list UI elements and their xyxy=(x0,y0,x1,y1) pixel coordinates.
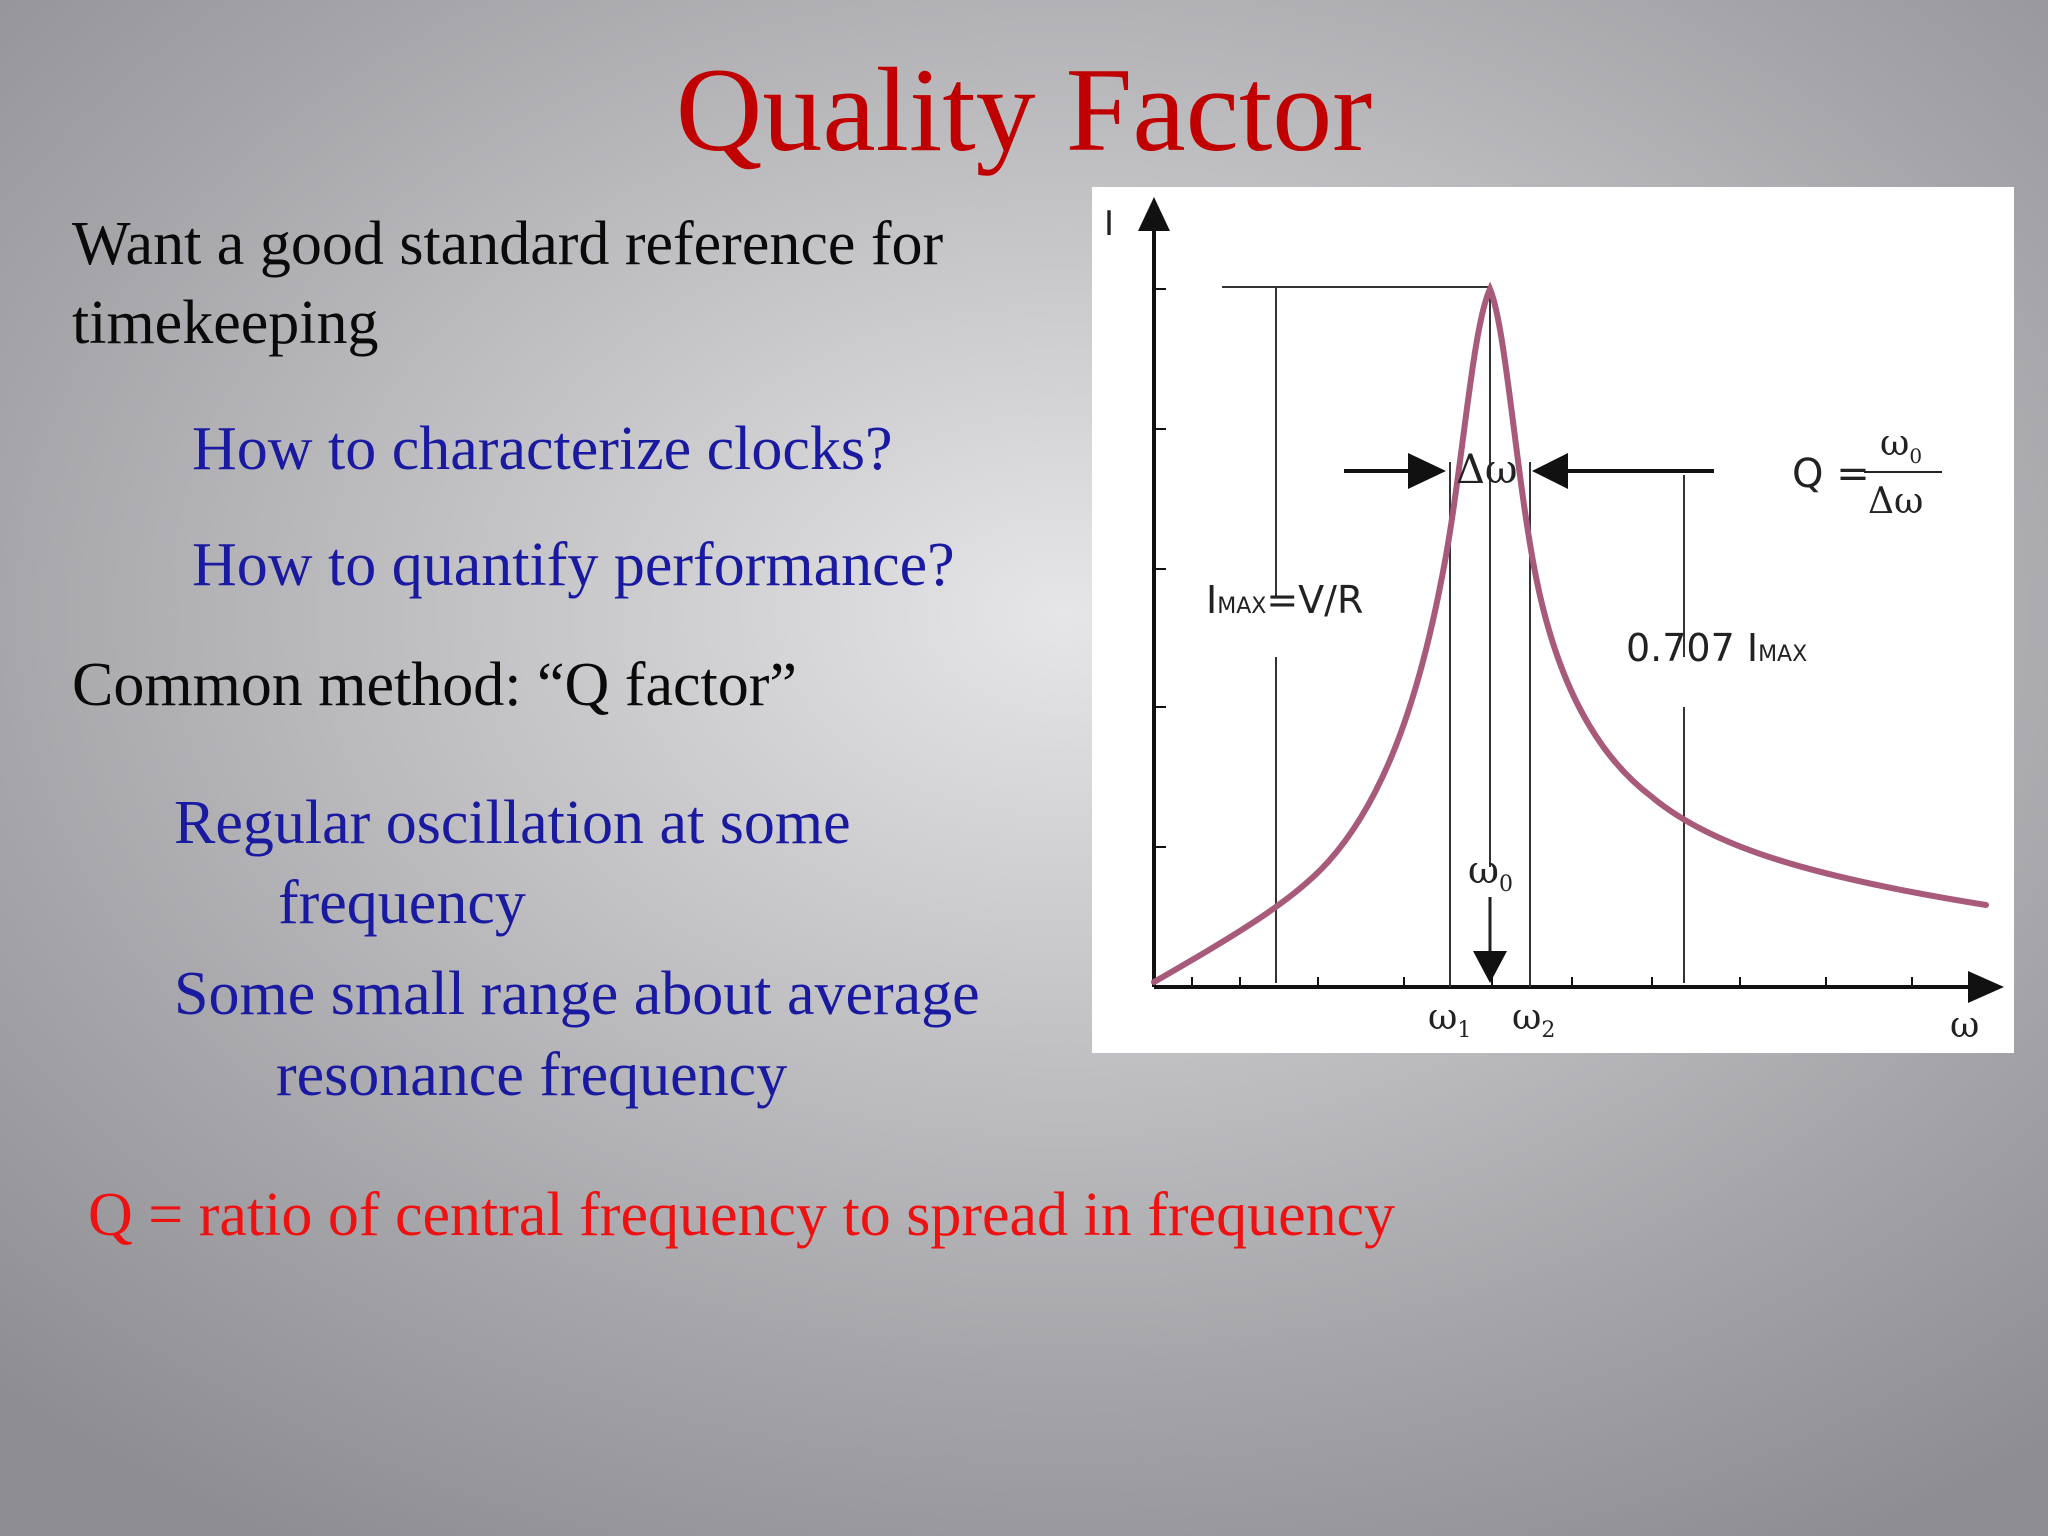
q-definition: Q = ratio of central frequency to spread… xyxy=(88,1181,1396,1249)
y-axis-label: I xyxy=(1104,204,1114,244)
question-characterize: How to characterize clocks? xyxy=(192,415,893,483)
omega0-label: ω0 xyxy=(1468,848,1513,897)
omega1-label: ω1 xyxy=(1428,997,1471,1043)
bullet-small-range-2: resonance frequency xyxy=(276,1041,788,1109)
y-axis-ticks xyxy=(1154,288,1166,848)
delta-left-arrowhead xyxy=(1408,453,1446,489)
half-power-label: 0.707 IMAX xyxy=(1626,626,1807,670)
slide-title: Quality Factor xyxy=(675,43,1373,176)
resonance-curve-figure: I ω IMAX=V/R 0.707 IMAX Δω ω0 ω1 ω2 Q = … xyxy=(1092,187,2014,1053)
resonance-curve-svg: I ω IMAX=V/R 0.707 IMAX Δω ω0 ω1 ω2 Q = … xyxy=(1104,197,2004,1046)
bullet-regular-oscillation-2: frequency xyxy=(278,869,526,937)
imax-label: IMAX=V/R xyxy=(1206,578,1363,622)
common-method-line: Common method: “Q factor” xyxy=(72,651,797,719)
resonance-curve xyxy=(1151,281,1989,985)
x-axis-label: ω xyxy=(1950,1005,1979,1046)
q-formula-lhs: Q = xyxy=(1792,451,1870,497)
q-formula: Q = ω0 Δω xyxy=(1792,423,1942,522)
q-formula-denominator: Δω xyxy=(1868,481,1923,522)
bullet-small-range-1: Some small range about average xyxy=(174,960,980,1028)
q-formula-numerator: ω0 xyxy=(1880,423,1922,468)
x-axis-arrowhead xyxy=(1968,971,2004,1003)
omega2-label: ω2 xyxy=(1512,997,1555,1043)
intro-line-2: timekeeping xyxy=(72,289,379,357)
delta-omega-label: Δω xyxy=(1456,447,1518,493)
omega0-arrowhead xyxy=(1473,951,1507,983)
question-quantify: How to quantify performance? xyxy=(192,531,955,599)
bullet-regular-oscillation-1: Regular oscillation at some xyxy=(174,789,851,857)
delta-right-arrowhead xyxy=(1532,453,1568,489)
y-axis-arrowhead xyxy=(1138,197,1170,231)
intro-line-1: Want a good standard reference for xyxy=(72,210,944,278)
